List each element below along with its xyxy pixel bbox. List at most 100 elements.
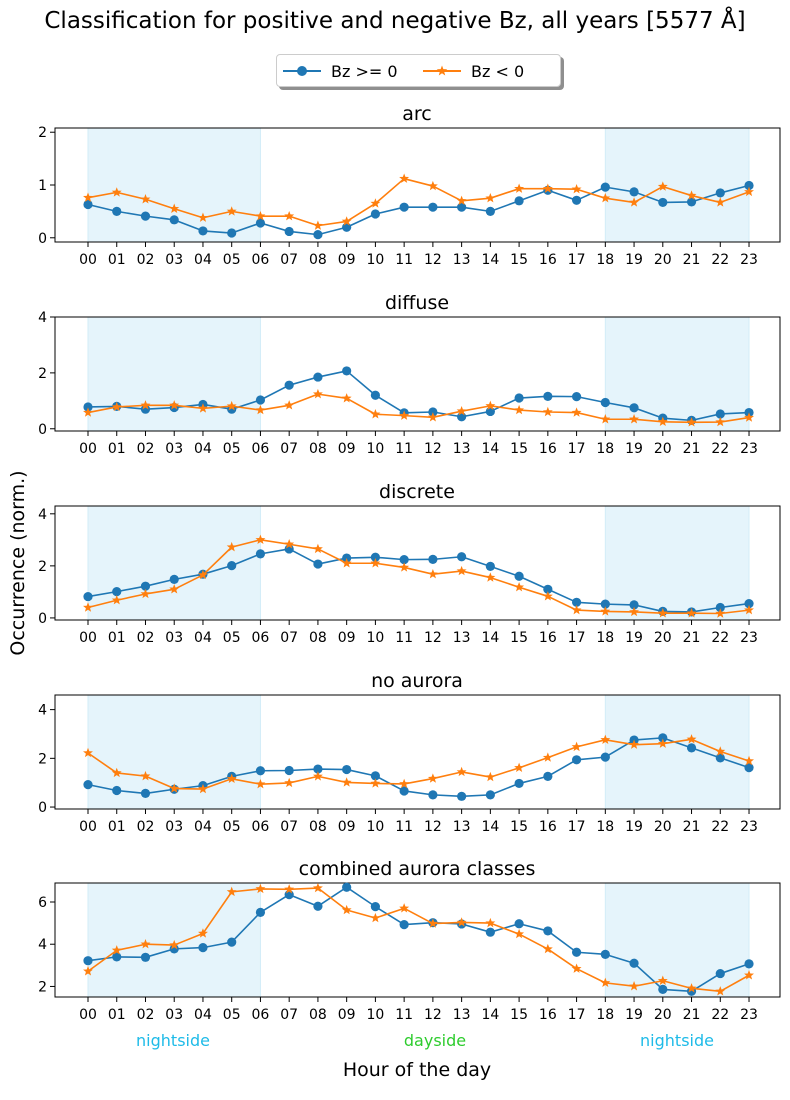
data-point-bz-positive <box>313 764 323 774</box>
data-point-bz-positive <box>715 968 725 979</box>
x-tick-label: 09 <box>338 441 356 457</box>
x-tick-label: 07 <box>280 1007 298 1023</box>
x-tick-label: 09 <box>338 1007 356 1023</box>
y-tick-label: 2 <box>38 125 47 141</box>
x-tick-label: 21 <box>683 819 701 835</box>
data-point-bz-positive <box>686 743 697 753</box>
data-point-bz-negative <box>226 400 237 411</box>
x-tick-label: 18 <box>596 1007 614 1023</box>
x-tick-label: 15 <box>510 252 528 268</box>
panel-title-combined-aurora-classes: combined aurora classes <box>299 858 536 880</box>
x-tick-label: 00 <box>79 441 97 457</box>
x-tick-label: 23 <box>740 441 758 457</box>
data-point-bz-positive <box>370 390 380 400</box>
x-tick-label: 06 <box>252 252 270 268</box>
data-point-bz-positive <box>600 182 610 192</box>
x-tick-label: 04 <box>194 252 212 268</box>
x-tick-label: 08 <box>309 819 327 835</box>
data-point-bz-positive <box>514 196 524 206</box>
data-point-bz-negative <box>514 183 525 193</box>
x-tick-label: 04 <box>194 441 212 457</box>
data-point-bz-positive <box>313 230 323 240</box>
data-point-bz-negative <box>370 778 381 788</box>
data-point-bz-negative <box>140 770 151 781</box>
data-point-bz-negative <box>226 773 237 783</box>
x-tick-label: 12 <box>424 252 442 268</box>
shaded-region-1 <box>604 505 750 621</box>
shaded-region-0 <box>87 316 261 432</box>
data-point-bz-negative <box>255 210 266 221</box>
x-tick-label: 10 <box>366 441 384 457</box>
data-point-bz-positive <box>284 765 294 776</box>
y-tick-label: 0 <box>38 611 47 627</box>
x-tick-label: 03 <box>165 252 183 268</box>
data-point-bz-positive <box>485 561 495 571</box>
x-tick-label: 12 <box>424 630 442 646</box>
data-point-bz-negative <box>427 180 438 191</box>
data-point-bz-negative <box>226 541 237 552</box>
x-tick-label: 05 <box>223 252 241 268</box>
x-tick-label: 21 <box>683 630 701 646</box>
data-point-bz-positive <box>543 771 553 781</box>
data-point-bz-negative <box>715 197 726 207</box>
data-point-bz-negative <box>600 734 611 745</box>
x-tick-label: 19 <box>625 441 643 457</box>
x-tick-label: 07 <box>280 819 298 835</box>
series-line-bz-positive <box>87 737 750 798</box>
data-point-bz-positive <box>342 764 352 775</box>
data-point-bz-negative <box>485 572 496 582</box>
x-tick-label: 19 <box>625 252 643 268</box>
data-point-bz-positive <box>658 197 668 208</box>
data-point-bz-positive <box>227 228 237 238</box>
data-point-bz-negative <box>427 412 438 422</box>
x-tick-label: 16 <box>539 252 557 268</box>
x-tick-label: 18 <box>596 252 614 268</box>
y-tick-label: 4 <box>38 310 47 326</box>
data-point-bz-negative <box>226 206 237 216</box>
y-tick-label: 2 <box>38 559 47 575</box>
x-tick-label: 23 <box>740 252 758 268</box>
x-tick-label: 15 <box>510 630 528 646</box>
data-point-bz-negative <box>169 584 180 594</box>
panel-title-no-aurora: no aurora <box>371 670 463 692</box>
data-point-bz-negative <box>312 771 323 781</box>
data-point-bz-negative <box>744 604 754 615</box>
data-point-bz-negative <box>284 539 295 549</box>
x-tick-label: 12 <box>424 1007 442 1023</box>
x-tick-label: 08 <box>309 630 327 646</box>
data-point-bz-negative <box>744 412 754 422</box>
series-line-bz-negative <box>87 887 750 993</box>
data-point-bz-positive <box>370 552 380 562</box>
data-point-bz-negative <box>571 407 582 417</box>
x-tick-label: 00 <box>79 252 97 268</box>
data-point-bz-negative <box>370 912 381 923</box>
legend: Bz >= 0 Bz < 0 <box>276 54 561 87</box>
data-point-bz-negative <box>744 970 754 980</box>
y-tick-label: 1 <box>38 178 47 194</box>
data-point-bz-positive <box>399 919 409 930</box>
region-label-dayside: dayside <box>403 1031 467 1050</box>
data-point-bz-positive <box>284 380 294 390</box>
data-point-bz-negative <box>399 410 410 420</box>
data-point-bz-negative <box>341 393 352 403</box>
x-tick-label: 10 <box>366 630 384 646</box>
data-point-bz-positive <box>514 919 524 929</box>
data-point-bz-negative <box>456 565 467 576</box>
x-tick-label: 20 <box>654 252 672 268</box>
x-tick-label: 02 <box>137 630 155 646</box>
region-label-nightside-right: nightside <box>640 1031 714 1050</box>
data-point-bz-negative <box>140 939 151 949</box>
x-tick-label: 06 <box>252 819 270 835</box>
figure-title: Classification for positive and negative… <box>44 8 746 34</box>
x-tick-label: 11 <box>395 630 413 646</box>
data-point-bz-positive <box>428 790 438 800</box>
x-tick-label: 18 <box>596 819 614 835</box>
data-point-bz-negative <box>341 904 352 915</box>
y-tick-label: 0 <box>38 800 47 816</box>
x-tick-label: 12 <box>424 441 442 457</box>
x-tick-label: 05 <box>223 630 241 646</box>
axes-frame <box>54 505 781 621</box>
data-point-bz-negative <box>226 886 237 897</box>
data-point-bz-negative <box>744 186 754 197</box>
y-tick-label: 2 <box>38 979 47 995</box>
